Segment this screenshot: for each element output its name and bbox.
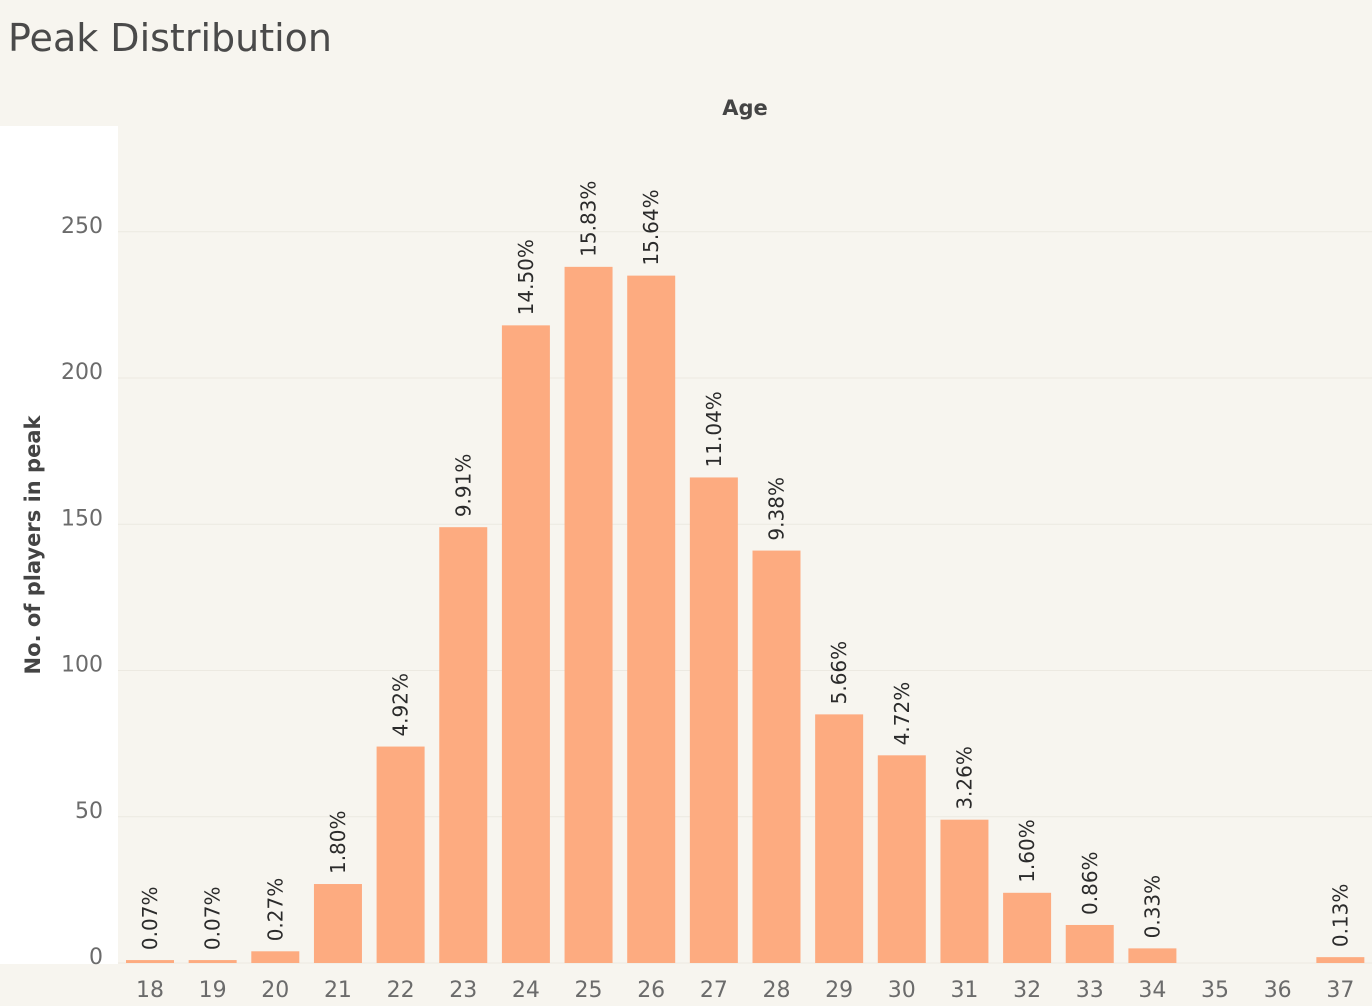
bar-age-27[interactable] — [689, 477, 738, 963]
data-label-age-26: 15.64% — [639, 189, 663, 265]
data-label-age-30: 4.72% — [890, 682, 914, 746]
data-label-age-34: 0.33% — [1140, 875, 1164, 939]
data-label-age-31: 3.26% — [952, 746, 976, 810]
bar-age-33[interactable] — [1065, 924, 1114, 963]
bar-age-18[interactable] — [126, 960, 174, 963]
x-tick-label: 35 — [1201, 978, 1229, 1003]
data-label-age-22: 4.92% — [389, 673, 413, 737]
x-tick-label: 26 — [637, 978, 665, 1003]
x-tick-label: 23 — [449, 978, 477, 1003]
y-tick-label: 200 — [61, 360, 103, 385]
x-tick-label: 33 — [1076, 978, 1104, 1003]
x-tick-label: 19 — [199, 978, 227, 1003]
x-tick-label: 18 — [136, 978, 164, 1003]
x-tick-label: 27 — [700, 978, 728, 1003]
bars — [126, 266, 1365, 964]
x-tick-label: 28 — [763, 978, 791, 1003]
y-tick-label: 50 — [75, 799, 103, 824]
x-tick-label: 34 — [1138, 978, 1166, 1003]
x-tick-label: 24 — [512, 978, 540, 1003]
bar-age-37[interactable] — [1316, 957, 1365, 963]
x-tick-label: 21 — [324, 978, 352, 1003]
x-tick-label: 20 — [261, 978, 289, 1003]
x-axis-title: Age — [722, 96, 768, 120]
bar-age-22[interactable] — [376, 746, 425, 963]
data-label-age-23: 9.91% — [451, 454, 475, 518]
bar-age-31[interactable] — [940, 819, 989, 963]
data-label-age-20: 0.27% — [263, 878, 287, 942]
x-tick-label: 32 — [1013, 978, 1041, 1003]
x-tick-label: 22 — [387, 978, 415, 1003]
y-axis-title: No. of players in peak — [21, 415, 45, 675]
data-label-age-27: 11.04% — [702, 391, 726, 467]
x-tick-label: 36 — [1264, 978, 1292, 1003]
x-tick-label: 25 — [575, 978, 603, 1003]
data-label-age-25: 15.83% — [577, 181, 601, 257]
page-title: Peak Distribution — [8, 16, 333, 60]
data-label-age-28: 9.38% — [765, 477, 789, 541]
y-axis-ticks: 0 50 100 150 200 250 — [61, 214, 103, 970]
y-tick-label: 100 — [61, 653, 103, 678]
bar-age-25[interactable] — [564, 266, 613, 964]
data-label-age-33: 0.86% — [1078, 851, 1102, 915]
bar-age-23[interactable] — [439, 527, 488, 963]
plot-background — [0, 126, 118, 964]
gridlines — [118, 231, 1372, 964]
data-labels: 0.07% 0.07% 0.27% 1.80% 4.92% 9.91% 14.50% 15.8… — [138, 181, 1352, 950]
y-tick-label: 150 — [61, 506, 103, 531]
x-tick-label: 31 — [950, 978, 978, 1003]
x-axis-ticks: 18 19 20 21 22 23 24 25 26 27 28 29 30 31 32 33 34 35 36 37 — [136, 978, 1354, 1003]
data-label-age-19: 0.07% — [201, 887, 225, 951]
bar-age-24[interactable] — [501, 325, 550, 964]
y-tick-label: 0 — [89, 945, 103, 970]
bar-age-34[interactable] — [1128, 948, 1177, 963]
x-tick-label: 37 — [1326, 978, 1354, 1003]
bar-age-20[interactable] — [251, 951, 300, 963]
data-label-age-24: 14.50% — [514, 239, 538, 315]
x-tick-label: 29 — [825, 978, 853, 1003]
bar-age-21[interactable] — [313, 884, 362, 963]
data-label-age-37: 0.13% — [1328, 884, 1352, 948]
bar-age-32[interactable] — [1003, 892, 1052, 963]
data-label-age-18: 0.07% — [138, 887, 162, 951]
bar-age-30[interactable] — [877, 755, 926, 963]
data-label-age-32: 1.60% — [1015, 819, 1039, 883]
bar-age-19[interactable] — [188, 960, 237, 963]
y-tick-label: 250 — [61, 214, 103, 239]
bar-age-26[interactable] — [627, 275, 676, 963]
data-label-age-29: 5.66% — [827, 641, 851, 705]
bar-age-28[interactable] — [752, 550, 801, 963]
x-tick-label: 30 — [888, 978, 916, 1003]
bar-age-29[interactable] — [815, 714, 864, 963]
data-label-age-21: 1.80% — [326, 810, 350, 874]
